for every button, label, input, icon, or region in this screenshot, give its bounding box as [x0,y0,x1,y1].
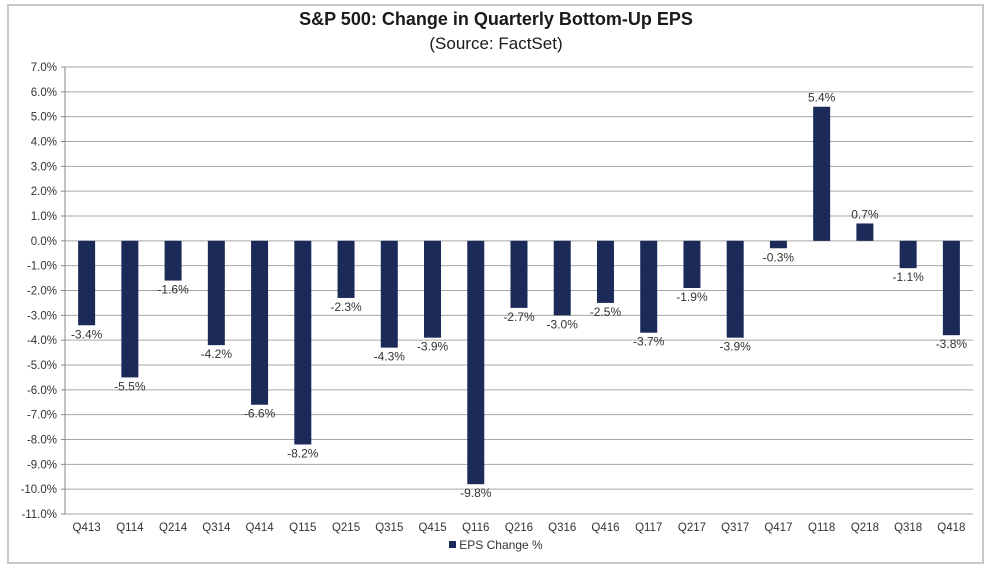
x-tick-label: Q218 [851,522,879,534]
y-tick-label: 6.0% [31,87,57,99]
bar-q414 [251,240,269,405]
data-label: -2.5% [590,305,622,319]
data-label: -5.5% [114,379,146,393]
chart-title: S&P 500: Change in Quarterly Bottom-Up E… [299,9,693,29]
bar-q416 [596,240,614,303]
y-tick-label: -9.0% [27,459,57,471]
x-tick-label: Q117 [635,522,662,534]
legend-swatch [449,541,457,548]
bar-q418 [942,240,960,336]
y-tick-label: 0.0% [31,236,57,248]
y-tick-label: 4.0% [31,137,57,149]
y-tick-label: 1.0% [31,211,57,223]
x-tick-label: Q115 [289,522,316,534]
x-tick-label: Q417 [764,522,792,534]
x-tick-label: Q414 [246,522,275,534]
chart-subtitle: (Source: FactSet) [429,34,563,53]
data-label: -3.9% [720,340,752,354]
x-tick-label: Q315 [375,522,403,534]
x-tick-label: Q415 [418,522,446,534]
bar-q217 [683,240,701,289]
data-label: -1.1% [892,270,924,284]
data-label: -1.6% [157,283,189,297]
bar-q216 [510,240,528,308]
data-label: -2.7% [503,310,535,324]
y-tick-label: -3.0% [27,310,57,322]
y-tick-label: -4.0% [27,335,57,347]
y-axis: 7.0% 6.0% 5.0% 4.0% 3.0% 2.0% 1.0% 0.0% -1.0% -2.… [21,62,66,521]
data-label: -3.7% [633,335,665,349]
bar-q115 [294,240,312,445]
data-label: -6.6% [244,407,276,421]
data-label: -9.8% [460,486,492,500]
bars [78,106,960,485]
data-label: -3.9% [417,340,449,354]
x-tick-label: Q317 [721,522,749,534]
x-tick-label: Q413 [73,522,101,534]
data-label: -0.3% [763,250,795,264]
x-tick-label: Q318 [894,522,922,534]
y-tick-label: -10.0% [21,484,57,496]
x-tick-label: Q116 [462,522,489,534]
bar-q315 [380,240,398,348]
bar-q116 [467,240,485,485]
data-label: -3.0% [547,317,579,331]
x-tick-label: Q114 [116,522,144,534]
bar-q413 [78,240,96,326]
bar-q215 [337,240,355,298]
legend: EPS Change % [0,538,992,552]
x-tick-label: Q418 [937,522,965,534]
bar-q218 [856,223,874,241]
chart-frame [7,4,984,564]
data-label: -2.3% [330,300,362,314]
x-axis: Q413 Q114 Q214 Q314 Q414 Q115 Q215 Q315 Q415 Q116… [73,522,966,534]
bar-q118 [813,106,831,241]
x-tick-label: Q316 [548,522,576,534]
bar-q318 [899,240,917,269]
y-tick-label: -1.0% [27,261,57,273]
data-label: -4.2% [201,347,233,361]
y-tick-label: -8.0% [27,435,57,447]
y-tick-label: -6.0% [27,385,57,397]
data-labels: -3.4% -5.5% -1.6% -4.2% -6.6% -8.2% -2.3% -4.3%… [71,91,967,500]
x-tick-label: Q314 [202,522,231,534]
y-tick-label: -11.0% [21,509,57,521]
bar-q314 [207,240,225,346]
data-label: -3.8% [936,337,968,351]
data-label: -4.3% [374,350,406,364]
x-tick-label: Q216 [505,522,533,534]
y-tick-label: 7.0% [31,62,57,74]
y-tick-label: 2.0% [31,186,57,198]
bar-q316 [553,240,571,316]
y-tick-label: -5.0% [27,360,57,372]
y-tick-label: 5.0% [31,112,57,124]
y-tick-label: -7.0% [27,410,57,422]
x-tick-label: Q215 [332,522,360,534]
data-label: 0.7% [851,207,879,221]
x-tick-label: Q217 [678,522,706,534]
data-label: -3.4% [71,327,103,341]
bar-q117 [640,240,658,333]
x-tick-label: Q118 [808,522,835,534]
data-label: 5.4% [808,91,836,105]
bar-q114 [121,240,139,378]
bar-q415 [424,240,442,338]
y-tick-label: -2.0% [27,286,57,298]
x-tick-label: Q214 [159,522,188,534]
bar-q214 [164,240,182,281]
bar-q317 [726,240,744,338]
legend-label: EPS Change % [459,538,543,552]
data-label: -1.9% [676,290,708,304]
y-tick-label: 3.0% [31,161,57,173]
bar-q417 [769,240,787,249]
x-tick-label: Q416 [591,522,619,534]
data-label: -8.2% [287,446,319,460]
